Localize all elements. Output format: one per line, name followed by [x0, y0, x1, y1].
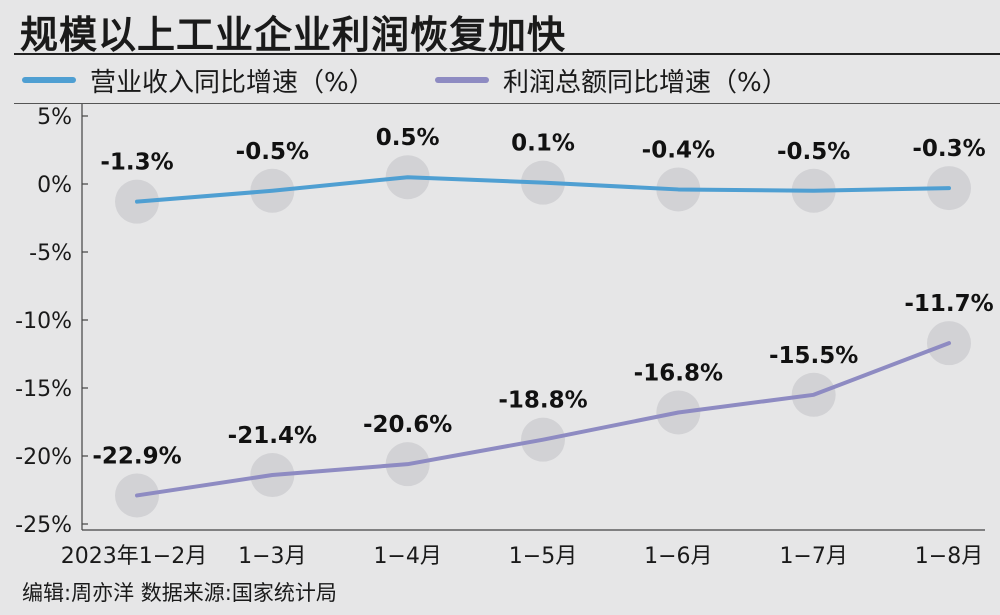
y-tick-label: -20%: [15, 445, 72, 470]
y-tick-label: 0%: [37, 173, 72, 198]
x-tick-label: 1−6月: [644, 544, 712, 569]
x-tick-label: 1−3月: [238, 544, 306, 569]
legend-swatch-revenue: [22, 77, 76, 83]
y-tick-label: -10%: [15, 309, 72, 334]
data-label: -0.4%: [642, 137, 715, 163]
chart-title: 规模以上工业企业利润恢复加快: [20, 13, 567, 57]
title-divider: [14, 53, 1000, 55]
legend-divider: [14, 103, 1000, 104]
y-tick-label: -25%: [15, 513, 72, 538]
x-tick-label: 1−5月: [509, 544, 577, 569]
legend-label-revenue: 营业收入同比增速（%）: [90, 67, 375, 98]
legend-label-profit: 利润总额同比增速（%）: [503, 67, 788, 98]
source-footer: 编辑:周亦洋 数据来源:国家统计局: [22, 581, 337, 605]
legend-swatch-profit: [435, 77, 489, 83]
y-tick-label: -15%: [15, 377, 72, 402]
data-label: -22.9%: [92, 443, 181, 469]
data-label: -0.3%: [912, 136, 985, 162]
legend-item-revenue: 营业收入同比增速（%）: [22, 62, 375, 98]
data-label: -18.8%: [498, 388, 587, 414]
x-tick-label: 1−4月: [373, 544, 441, 569]
data-label: -16.8%: [634, 360, 723, 386]
data-label: -20.6%: [363, 412, 452, 438]
x-tick-label: 1−7月: [779, 544, 847, 569]
series-line-profit: [135, 341, 951, 498]
data-label: -0.5%: [236, 139, 309, 165]
data-label: -1.3%: [100, 150, 173, 176]
y-tick-label: -5%: [29, 241, 72, 266]
data-label: -21.4%: [228, 423, 317, 449]
x-tick-label: 2023年1−2月: [61, 544, 207, 569]
series-line-revenue: [135, 175, 951, 204]
x-tick-label: 1−8月: [915, 544, 983, 569]
data-label: -0.5%: [777, 139, 850, 165]
data-label: -11.7%: [904, 291, 993, 317]
data-label: -15.5%: [769, 343, 858, 369]
legend-item-profit: 利润总额同比增速（%）: [435, 62, 788, 98]
y-tick-label: 5%: [37, 105, 72, 130]
data-label: 0.1%: [511, 131, 575, 157]
data-label: 0.5%: [376, 125, 440, 151]
